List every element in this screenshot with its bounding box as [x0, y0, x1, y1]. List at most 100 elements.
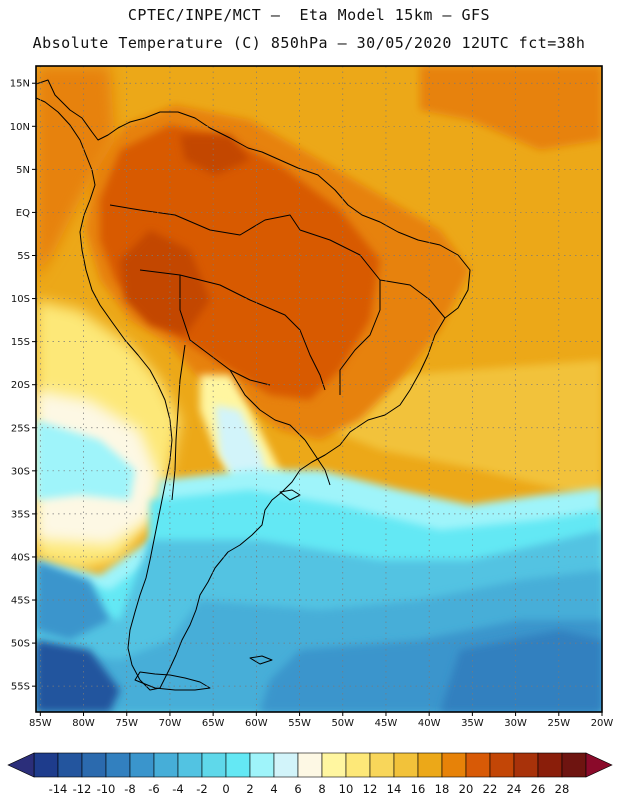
colorbar-under-arrow: [7, 752, 35, 778]
field-16-18: [330, 360, 602, 500]
lat-label: 20S: [11, 380, 30, 391]
lon-label: 65W: [202, 718, 225, 729]
lat-label: 45S: [11, 596, 30, 607]
colorbar-segment: [441, 752, 467, 778]
field-m6-pacific: [36, 560, 110, 640]
colorbar-segment: [225, 752, 251, 778]
lon-label: 45W: [375, 718, 398, 729]
lon-label: 55W: [288, 718, 311, 729]
field-24-26-north: [180, 135, 250, 175]
colorbar-segment: [249, 752, 275, 778]
lat-label: 35S: [11, 509, 30, 520]
field-pacific-2-4: [36, 420, 135, 500]
colorbar-label: 28: [555, 782, 570, 796]
colorbar-label: 0: [222, 782, 229, 796]
border-north: [109, 204, 301, 236]
field-pacific-20-22: [36, 66, 115, 280]
colorbar-label: 16: [411, 782, 426, 796]
colorbar-segment: [129, 752, 155, 778]
lon-label: 70W: [159, 718, 182, 729]
colorbar-label: -6: [148, 782, 159, 796]
colorbar-segment: [153, 752, 179, 778]
temperature-field: [36, 66, 602, 712]
colorbar-label: -14: [49, 782, 68, 796]
colorbar-label: -12: [73, 782, 92, 796]
colorbar-label: 2: [246, 782, 253, 796]
lon-label: 80W: [72, 718, 95, 729]
colorbar-segment: [273, 752, 299, 778]
lat-label: 30S: [11, 466, 30, 477]
colorbar-segment: [393, 752, 419, 778]
colorbar: -14 -12 -10 -8 -6 -4 -2 0 2 4 6 8 10 12 14 16 18 20 22 24 26…: [7, 752, 613, 796]
colorbar-label: -2: [196, 782, 207, 796]
lat-label: 15N: [10, 79, 30, 90]
graticule: [36, 66, 603, 712]
colorbar-label: -10: [97, 782, 116, 796]
lat-label: 40S: [11, 552, 30, 563]
map-frame: [35, 65, 603, 713]
colorbar-segment: [297, 752, 323, 778]
colorbar-label: 10: [339, 782, 354, 796]
colorbar-segment: [33, 752, 59, 778]
lon-label: 20W: [591, 718, 614, 729]
colorbar-segment: [81, 752, 107, 778]
lat-label: 50S: [11, 639, 30, 650]
longitude-labels: 85W 80W 75W 70W 65W 60W 55W 50W 45W 40W 35W 30W 25W 2…: [29, 712, 613, 729]
lat-label: EQ: [16, 208, 30, 219]
border-chile-argentina: [171, 344, 186, 501]
colorbar-segment: [465, 752, 491, 778]
colorbar-segment: [321, 752, 347, 778]
colorbar-label: 24: [507, 782, 522, 796]
lon-label: 85W: [29, 718, 52, 729]
colorbar-label: 12: [363, 782, 378, 796]
rio-de-la-plata: [279, 489, 301, 501]
south-america-coastline: [36, 79, 471, 691]
field-20-22-north: [420, 66, 602, 150]
chart-title-line1: CPTEC/INPE/MCT – Eta Model 15km – GFS: [127, 6, 491, 24]
border-brazil-states: [299, 229, 381, 395]
lon-label: 75W: [115, 718, 138, 729]
colorbar-label: 22: [483, 782, 498, 796]
field-24-26-west: [120, 230, 210, 335]
colorbar-label: 18: [435, 782, 450, 796]
lon-label: 50W: [331, 718, 354, 729]
lat-label: 15S: [11, 337, 30, 348]
colorbar-over-arrow: [585, 752, 613, 778]
falkland-islands: [249, 655, 273, 665]
coastline-layer: [36, 79, 471, 691]
colorbar-segment: [561, 752, 587, 778]
colorbar-segment: [513, 752, 539, 778]
lon-label: 30W: [504, 718, 527, 729]
colorbar-segment: [57, 752, 83, 778]
tierra-del-fuego: [134, 671, 211, 691]
lon-label: 60W: [245, 718, 268, 729]
colorbar-label: 4: [270, 782, 277, 796]
lat-label: 55S: [11, 682, 30, 693]
colorbar-label: 8: [318, 782, 325, 796]
colorbar-label: 20: [459, 782, 474, 796]
lon-label: 25W: [547, 718, 570, 729]
colorbar-segment: [105, 752, 131, 778]
lat-label: 25S: [11, 423, 30, 434]
colorbar-segment: [345, 752, 371, 778]
lat-label: 5S: [17, 251, 30, 262]
colorbar-label: 14: [387, 782, 402, 796]
lat-label: 10S: [11, 294, 30, 305]
border-peru-bolivia: [179, 275, 271, 386]
border-paraguay: [229, 369, 306, 441]
border-ne-states: [379, 279, 446, 319]
colorbar-label: -8: [124, 782, 135, 796]
lon-label: 40W: [418, 718, 441, 729]
chart-title-line2: Absolute Temperature (C) 850hPa – 30/05/…: [32, 34, 586, 52]
colorbar-segment: [177, 752, 203, 778]
field-m8-m6: [440, 630, 602, 712]
colorbar-segment: [201, 752, 227, 778]
field-m12-pacific-south: [36, 640, 120, 712]
lat-label: 10N: [10, 122, 30, 133]
lat-label: 5N: [16, 165, 30, 176]
latitude-labels: 15N 10N 5N EQ 5S 10S 15S 20S 25S 30S 35S 40S 45S 50S 5…: [10, 79, 36, 693]
colorbar-label: 6: [294, 782, 301, 796]
lon-label: 35W: [461, 718, 484, 729]
border-uruguay: [304, 439, 331, 486]
colorbar-segment: [369, 752, 395, 778]
